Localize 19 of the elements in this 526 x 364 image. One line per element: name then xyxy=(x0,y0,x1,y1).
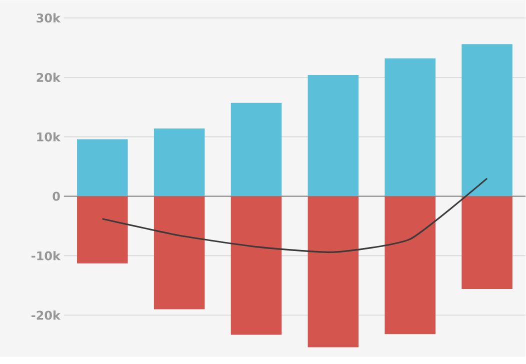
bar xyxy=(154,128,205,196)
y-tick-label: 10k xyxy=(37,132,61,142)
bar xyxy=(230,196,282,335)
y-tick-label: -20k xyxy=(32,310,61,320)
bar xyxy=(230,103,282,196)
y-tick-label: -10k xyxy=(32,251,61,261)
bar xyxy=(462,196,512,290)
y-tick-label: 30k xyxy=(36,14,61,23)
bar xyxy=(154,196,205,310)
bar xyxy=(384,196,436,334)
bar xyxy=(308,75,359,196)
bar xyxy=(384,58,436,196)
bar xyxy=(77,139,128,196)
y-tick-label: 0 xyxy=(52,192,60,201)
line-series xyxy=(102,178,488,254)
y-tick-label: 20k xyxy=(36,72,61,82)
bar xyxy=(308,196,359,348)
bar xyxy=(462,44,512,196)
bar xyxy=(77,196,128,264)
